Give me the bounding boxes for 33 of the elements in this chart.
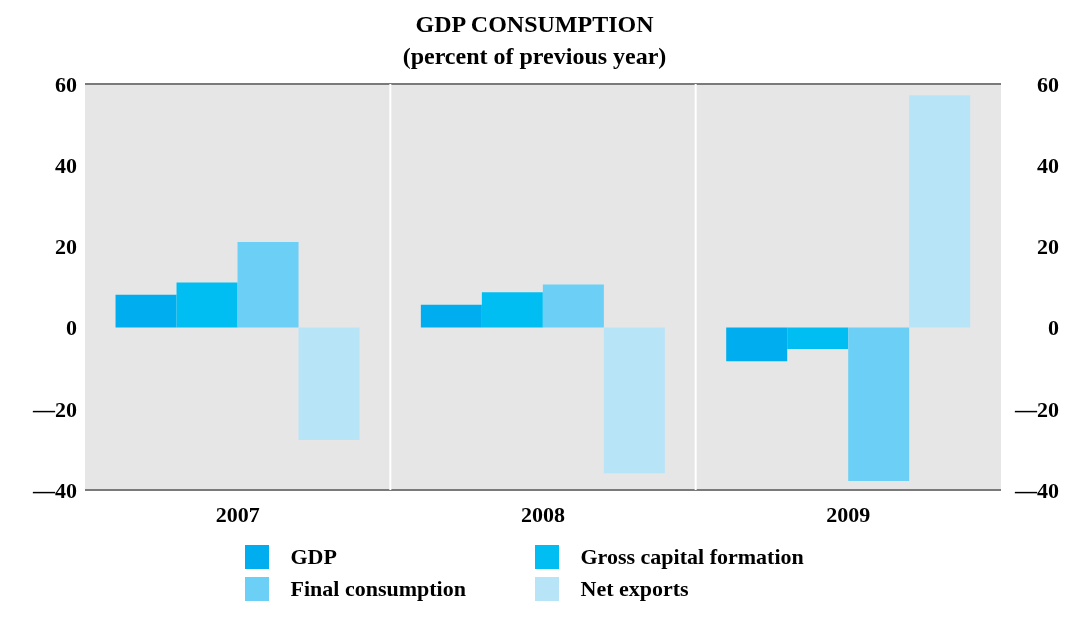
y-tick-label: 0 (66, 315, 77, 341)
y2-tick-label: 0 (1048, 315, 1059, 341)
bar (237, 241, 299, 328)
chart-title: GDP CONSUMPTION (414, 10, 655, 39)
y2-tick-label: —40 (1014, 477, 1059, 503)
y2-tick-label: 20 (1037, 234, 1059, 260)
chart-subtitle: (percent of previous year) (401, 42, 668, 71)
y2-tick-label: 40 (1037, 153, 1059, 179)
y-tick-label: —20 (32, 396, 77, 422)
bar (726, 327, 788, 362)
x-tick-label: 2009 (826, 501, 871, 527)
bar (481, 292, 543, 328)
legend-label: Gross capital formation (580, 544, 804, 570)
bar (787, 327, 849, 350)
y-tick-label: 20 (55, 234, 77, 260)
bar (298, 327, 360, 441)
bar (542, 284, 604, 328)
bar (176, 282, 238, 328)
y-tick-label: 60 (55, 71, 77, 97)
bar (909, 95, 971, 328)
legend-label: GDP (290, 544, 337, 570)
bar (115, 294, 177, 328)
y2-tick-label: 60 (1037, 71, 1059, 97)
legend-label: Net exports (580, 576, 689, 602)
y-tick-label: 40 (55, 153, 77, 179)
x-tick-label: 2007 (215, 501, 260, 527)
bar (848, 327, 910, 482)
legend-label: Final consumption (290, 576, 466, 602)
y-tick-label: —40 (32, 477, 77, 503)
bar (420, 304, 482, 328)
y2-tick-label: —20 (1014, 396, 1059, 422)
bar (603, 327, 665, 474)
x-tick-label: 2008 (521, 501, 565, 527)
